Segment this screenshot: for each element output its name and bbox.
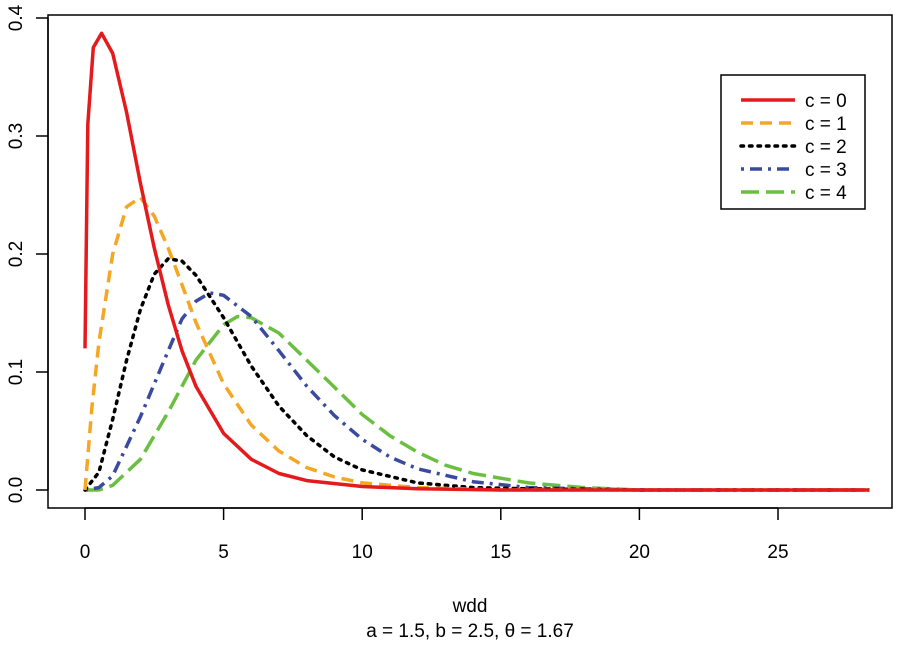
series-line-c2 [83, 256, 872, 492]
y-tick-label: 0.0 [6, 477, 27, 503]
chart-subtitle: a = 1.5, b = 2.5, θ = 1.67 [366, 621, 574, 642]
x-axis-title: wdd [452, 596, 488, 617]
x-tick-label: 0 [80, 542, 91, 563]
y-tick-label: 0.4 [6, 4, 27, 31]
series-layer [83, 31, 872, 492]
series-line-c3 [84, 291, 870, 492]
y-tick-label: 0.1 [6, 359, 27, 385]
x-tick-label: 10 [352, 542, 373, 563]
x-tick-label: 20 [629, 542, 650, 563]
legend: c = 0c = 1c = 2c = 3c = 4 [720, 74, 866, 210]
legend-box [720, 74, 866, 210]
legend-label: c = 1 [805, 114, 847, 135]
legend-label: c = 3 [805, 160, 847, 181]
x-tick-label: 25 [767, 542, 788, 563]
legend-label: c = 4 [805, 183, 847, 204]
x-tick-label: 15 [490, 542, 511, 563]
legend-label: c = 2 [805, 137, 847, 158]
x-tick-label: 5 [218, 542, 229, 563]
x-axis: 0 5 10 15 20 25 [80, 507, 789, 563]
y-tick-label: 0.2 [6, 241, 27, 267]
series-line-c0 [83, 31, 870, 492]
y-tick-label: 0.3 [6, 123, 27, 149]
y-axis: 0.0 0.1 0.2 0.3 0.4 [6, 4, 49, 503]
legend-label: c = 0 [805, 91, 847, 112]
series-line-c4 [85, 314, 870, 492]
series-line-c1 [83, 195, 870, 492]
